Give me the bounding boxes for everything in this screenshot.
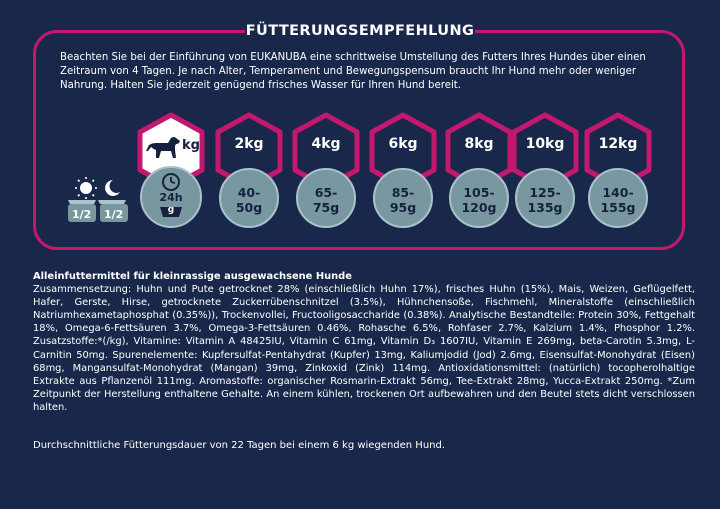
ingredients-section: Alleinfuttermittel für kleinrassige ausg… (33, 270, 695, 414)
intro-text: Beachten Sie bei der Einführung von EUKA… (60, 52, 646, 91)
amount-circle-2kg: 40- 50g (219, 168, 279, 228)
sun-moon-icon (68, 177, 128, 222)
amount-min: 40- (237, 185, 261, 200)
sun-icon (80, 182, 92, 194)
dog-weight-unit: kg (182, 138, 200, 153)
amount-max: 120g (461, 200, 497, 215)
amount-min: 140- (602, 185, 634, 200)
amount-max: 50g (235, 200, 263, 215)
amount-max: 75g (312, 200, 340, 215)
amount-circle-4kg: 65- 75g (296, 168, 356, 228)
amount-min: 85- (391, 185, 415, 200)
weight-label: 6kg (388, 136, 418, 152)
ingredients-heading: Alleinfuttermittel für kleinrassige ausg… (33, 271, 352, 282)
daily-unit: g (167, 205, 175, 215)
day-split: 1/2 1/2 (66, 176, 136, 230)
daily-label: 24h (159, 191, 183, 204)
page-title: FÜTTERUNGSEMPFEHLUNG (245, 18, 475, 44)
clock-icon (162, 173, 180, 191)
moon-icon (105, 180, 120, 196)
ingredients-text: Zusammensetzung: Huhn und Pute getrockne… (33, 284, 695, 413)
dog-icon (146, 137, 180, 158)
amount-max: 95g (389, 200, 417, 215)
weight-label: 10kg (525, 136, 565, 152)
amount-min: 105- (463, 185, 495, 200)
hex-weight-12kg: 12kg (583, 112, 653, 190)
amount-circle-8kg: 105- 120g (449, 168, 509, 228)
weight-label: 4kg (311, 136, 341, 152)
amount-circle-6kg: 85- 95g (373, 168, 433, 228)
amount-min: 125- (529, 185, 561, 200)
weight-label: 8kg (464, 136, 494, 152)
amount-max: 155g (600, 200, 636, 215)
day-fraction-morning: 1/2 (72, 208, 92, 221)
amount-circle-12kg: 140- 155g (588, 168, 648, 228)
day-fraction-evening: 1/2 (104, 208, 124, 221)
amount-min: 65- (314, 185, 338, 200)
amount-max: 135g (527, 200, 563, 215)
weight-label: 12kg (598, 136, 638, 152)
amount-circle-10kg: 125- 135g (515, 168, 575, 228)
feeding-duration: Durchschnittliche Fütterungsdauer von 22… (33, 440, 446, 451)
weight-label: 2kg (234, 136, 264, 152)
bowl-icon (160, 207, 182, 217)
circle-daily: 24h g (140, 166, 202, 228)
